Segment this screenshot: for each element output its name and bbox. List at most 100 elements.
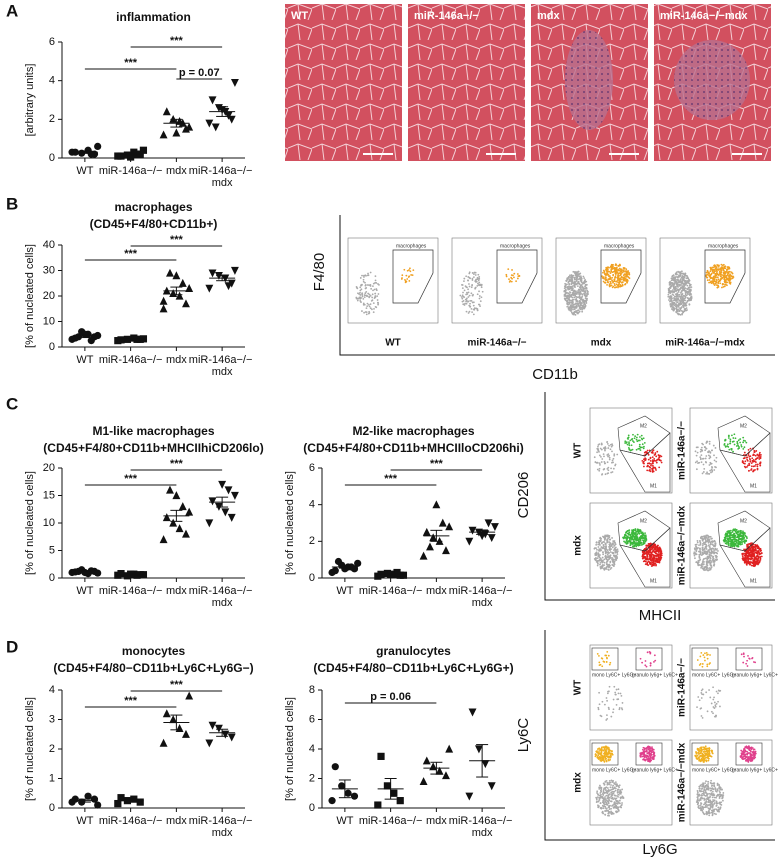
event-dot <box>628 441 630 444</box>
event-dot <box>634 435 637 438</box>
event-dot <box>671 282 674 284</box>
event-dot <box>470 292 473 295</box>
event-dot <box>668 299 670 301</box>
event-dot <box>708 560 710 563</box>
event-dot <box>616 553 619 556</box>
panel-label: A <box>6 1 18 20</box>
event-dot <box>749 562 751 565</box>
event-dot <box>681 296 684 299</box>
event-dot <box>598 462 601 465</box>
event-dot <box>752 553 754 555</box>
event-dot <box>601 657 604 660</box>
event-dot <box>637 447 640 450</box>
event-dot <box>595 552 598 555</box>
event-dot <box>602 540 605 543</box>
event-dot <box>670 284 673 287</box>
event-dot <box>686 288 689 291</box>
event-dot <box>676 285 678 288</box>
y-tick-label: 6 <box>309 462 315 474</box>
event-dot <box>653 550 656 553</box>
event-dot <box>603 455 605 458</box>
data-point <box>159 296 168 305</box>
event-dot <box>372 285 374 288</box>
event-dot <box>575 271 578 273</box>
event-dot <box>697 546 699 549</box>
image-label: miR-146a−/−mdx <box>660 10 748 22</box>
event-dot <box>690 289 692 292</box>
event-dot <box>621 284 624 287</box>
event-dot <box>699 549 701 551</box>
event-dot <box>585 280 588 283</box>
event-dot <box>696 446 699 449</box>
event-dot <box>374 295 377 297</box>
event-dot <box>642 447 645 450</box>
event-dot <box>668 281 671 284</box>
event-dot <box>701 688 704 691</box>
event-dot <box>572 308 574 311</box>
event-dot <box>599 563 601 566</box>
event-dot <box>681 278 683 280</box>
event-dot <box>700 454 703 457</box>
event-dot <box>626 281 629 284</box>
event-dot <box>624 536 627 539</box>
event-dot <box>746 460 749 462</box>
event-dot <box>604 545 607 548</box>
event-dot <box>374 292 377 295</box>
event-dot <box>403 268 406 271</box>
event-dot <box>463 296 466 299</box>
event-dot <box>713 545 715 548</box>
event-dot <box>465 300 468 303</box>
event-dot <box>634 528 637 530</box>
event-dot <box>513 272 516 275</box>
event-dot <box>700 697 703 699</box>
event-dot <box>695 561 698 564</box>
event-dot <box>598 454 601 457</box>
histology-image: WT <box>285 4 402 161</box>
event-dot <box>679 313 682 316</box>
event-dot <box>747 454 750 456</box>
axis-label: F4/80 <box>311 253 328 291</box>
data-point <box>205 519 214 528</box>
event-dot <box>706 566 708 569</box>
event-dot <box>734 437 737 440</box>
event-dot <box>709 564 712 567</box>
event-dot <box>615 703 618 706</box>
x-tick-label: mdx <box>426 585 447 597</box>
data-point <box>87 337 95 345</box>
event-dot <box>600 793 602 796</box>
event-dot <box>681 313 683 316</box>
event-dot <box>568 291 571 293</box>
event-dot <box>682 301 685 304</box>
event-dot <box>650 546 652 549</box>
event-dot <box>714 466 716 468</box>
data-point <box>468 526 477 535</box>
event-dot <box>609 272 612 274</box>
event-dot <box>600 539 602 542</box>
event-dot <box>742 653 745 656</box>
gate-label: granulo ly6g+ Ly6C+ <box>632 672 678 678</box>
event-dot <box>624 283 626 286</box>
event-dot <box>508 280 511 283</box>
data-point <box>484 519 493 528</box>
event-dot <box>732 538 735 541</box>
event-dot <box>611 552 614 555</box>
event-dot <box>613 685 616 688</box>
event-dot <box>608 458 611 461</box>
event-dot <box>601 665 604 668</box>
event-dot <box>635 543 638 546</box>
y-tick-label: 10 <box>43 517 55 529</box>
event-dot <box>728 448 731 451</box>
event-dot <box>628 540 631 543</box>
event-dot <box>750 469 752 471</box>
event-dot <box>565 292 568 294</box>
event-dot <box>677 280 679 282</box>
event-dot <box>465 302 468 305</box>
event-dot <box>469 299 472 302</box>
event-dot <box>599 802 602 804</box>
x-tick-label: miR-146a−/− <box>359 815 423 827</box>
event-dot <box>678 309 681 312</box>
event-dot <box>718 268 721 271</box>
event-dot <box>645 552 648 555</box>
event-dot <box>602 660 605 663</box>
